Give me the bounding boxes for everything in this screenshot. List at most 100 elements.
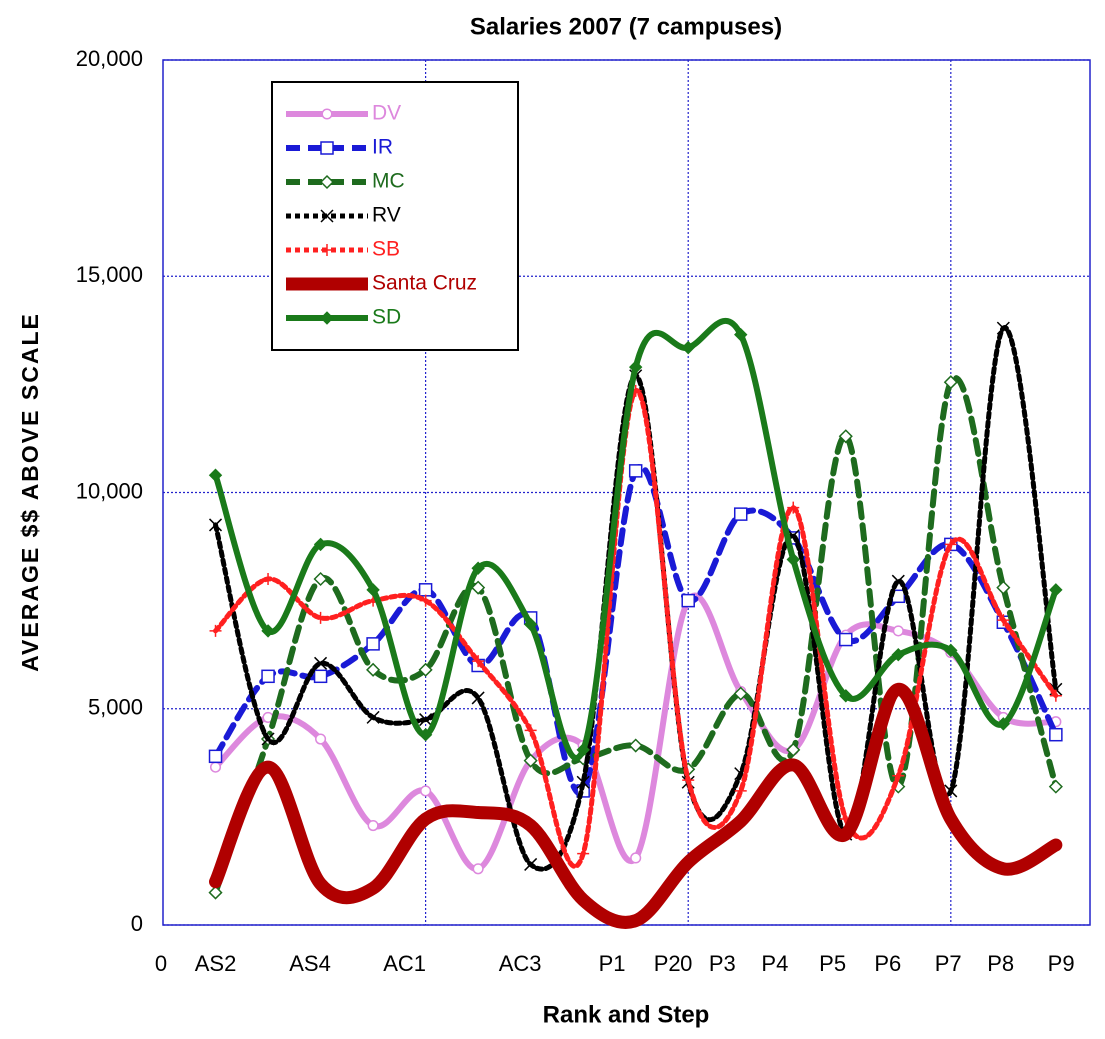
marker	[734, 327, 748, 342]
marker	[315, 733, 327, 745]
marker	[420, 785, 432, 797]
x-tick-label: AC3	[499, 951, 542, 976]
series-line	[209, 682, 1063, 929]
marker	[419, 713, 433, 727]
series-line	[212, 463, 1059, 797]
marker	[1049, 689, 1062, 702]
marker	[576, 775, 590, 789]
marker	[944, 643, 958, 658]
marker	[681, 340, 695, 355]
marker	[319, 174, 335, 190]
x-axis-label: Rank and Step	[543, 1001, 710, 1028]
marker	[523, 753, 538, 768]
marker	[471, 561, 485, 575]
marker	[1049, 583, 1063, 597]
marker	[891, 647, 906, 662]
marker	[208, 468, 223, 482]
marker	[366, 583, 380, 597]
marker	[419, 594, 432, 607]
chart-title: Salaries 2007 (7 campuses)	[470, 13, 782, 40]
legend-label: SB	[372, 238, 400, 261]
marker	[996, 321, 1010, 335]
x-tick-label: P4	[761, 951, 788, 976]
marker	[313, 669, 328, 684]
marker	[261, 732, 275, 746]
marker	[321, 244, 333, 256]
x-tick-label: P8	[987, 951, 1014, 976]
marker	[366, 662, 381, 677]
marker	[891, 574, 905, 588]
x-tick-label: P5	[819, 951, 846, 976]
marker	[577, 847, 590, 860]
marker	[523, 617, 538, 632]
marker	[892, 625, 904, 637]
marker	[943, 375, 958, 390]
marker	[944, 538, 957, 551]
marker	[733, 686, 748, 701]
marker	[320, 209, 334, 223]
marker	[628, 464, 643, 478]
x-tick-label: 0	[155, 951, 167, 976]
marker	[314, 656, 328, 670]
marker	[733, 507, 748, 521]
marker	[314, 611, 327, 624]
marker	[418, 662, 433, 677]
legend-label: DV	[372, 102, 401, 125]
marker	[313, 571, 328, 587]
marker	[471, 580, 486, 595]
legend: DV IR MC RV SB Santa Cruz SD	[271, 81, 519, 351]
marker	[261, 669, 275, 684]
series-line	[213, 388, 1059, 869]
marker	[786, 552, 800, 567]
x-tick-label: P7	[935, 951, 962, 976]
marker	[367, 819, 379, 832]
marker	[321, 108, 333, 120]
marker	[576, 743, 590, 757]
legend-label: IR	[372, 136, 393, 159]
marker	[320, 141, 334, 155]
marker	[472, 655, 485, 668]
x-tick-label: P6	[874, 951, 901, 976]
legend-label: MC	[372, 170, 405, 193]
marker	[839, 632, 853, 647]
marker	[734, 784, 747, 797]
marker	[366, 637, 380, 651]
marker	[996, 717, 1011, 731]
marker	[261, 624, 275, 638]
legend-label: RV	[372, 204, 401, 227]
marker	[320, 311, 334, 325]
marker	[997, 614, 1010, 627]
x-tick-label: 0	[680, 951, 692, 976]
marker	[1048, 779, 1063, 794]
marker	[682, 774, 695, 787]
marker	[209, 761, 222, 773]
marker	[892, 769, 905, 782]
y-axis-label: AVERAGE $$ ABOVE SCALE	[17, 312, 43, 672]
marker	[418, 583, 433, 597]
legend-label: Santa Cruz	[372, 272, 477, 295]
x-tick-label: AC1	[383, 951, 426, 976]
marker	[418, 727, 433, 742]
marker	[262, 573, 275, 585]
marker	[838, 429, 853, 444]
marker	[366, 710, 380, 724]
y-tick-label: 10,000	[76, 478, 143, 503]
x-tick-label: P9	[1048, 951, 1075, 976]
marker	[524, 857, 538, 871]
marker	[208, 885, 223, 900]
marker	[681, 593, 695, 608]
marker	[787, 501, 800, 514]
marker	[208, 749, 223, 764]
marker	[628, 360, 643, 374]
x-tick-label: P1	[599, 951, 626, 976]
marker	[524, 724, 537, 737]
marker	[996, 580, 1011, 595]
y-tick-label: 0	[131, 911, 143, 936]
series-line	[212, 375, 1059, 896]
y-tick-label: 15,000	[76, 262, 143, 287]
y-tick-label: 20,000	[76, 46, 143, 71]
marker	[786, 742, 801, 757]
marker	[630, 852, 642, 864]
